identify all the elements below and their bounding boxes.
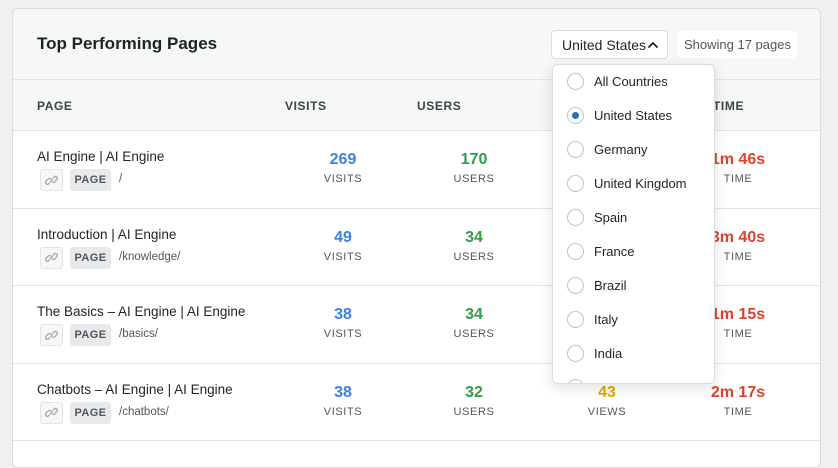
country-option-label: Italy <box>594 312 618 327</box>
card-header: Top Performing Pages United States Showi… <box>13 9 820 80</box>
views-value: 43 <box>598 383 616 401</box>
country-option-label: United Kingdom <box>594 176 687 191</box>
users-value: 34 <box>465 306 483 323</box>
users-label: USERS <box>453 405 495 418</box>
col-time[interactable]: TIME <box>713 99 745 113</box>
visits-metric: 38 VISITS <box>303 383 383 418</box>
page-title[interactable]: The Basics – AI Engine | AI Engine <box>37 304 246 319</box>
radio-button[interactable] <box>567 73 584 90</box>
country-option-italy[interactable]: Italy <box>553 303 714 337</box>
country-option-label: India <box>594 346 623 361</box>
page-title[interactable]: Chatbots – AI Engine | AI Engine <box>37 381 233 397</box>
radio-button[interactable] <box>567 311 584 328</box>
country-option-united-kingdom[interactable]: United Kingdom <box>553 167 714 201</box>
visits-value: 38 <box>334 383 352 401</box>
country-select-value: United States <box>562 36 647 53</box>
country-option-germany[interactable]: Germany <box>553 133 714 167</box>
time-label: TIME <box>723 405 753 418</box>
country-option-label: All Countries <box>594 74 668 89</box>
country-option-label: Spain <box>594 210 628 225</box>
visits-metric: 269 VISITS <box>303 150 383 185</box>
radio-button[interactable] <box>567 379 584 383</box>
col-users[interactable]: USERS <box>417 99 462 113</box>
country-select[interactable]: United States <box>551 30 668 59</box>
visits-value: 49 <box>334 228 352 246</box>
showing-count: Showing 17 pages <box>678 31 797 58</box>
time-label: TIME <box>723 250 753 263</box>
users-metric: 170 USERS <box>434 150 514 185</box>
radio-button[interactable] <box>567 243 584 260</box>
visits-label: VISITS <box>323 173 363 185</box>
country-option-label: Brazil <box>594 278 627 293</box>
users-label: USERS <box>453 250 495 263</box>
users-metric: 32 USERS <box>434 383 514 418</box>
country-option-partial[interactable] <box>553 371 714 383</box>
users-label: USERS <box>453 328 495 340</box>
page-path: / <box>119 173 123 185</box>
users-value: 170 <box>460 151 488 168</box>
visits-label: VISITS <box>323 328 363 340</box>
country-option-label: France <box>594 244 635 259</box>
page-type-badge: PAGE <box>70 246 111 269</box>
link-icon[interactable] <box>40 324 63 346</box>
radio-button[interactable] <box>567 209 584 226</box>
link-icon[interactable] <box>40 169 63 191</box>
chevron-up-icon <box>648 42 658 48</box>
radio-button[interactable] <box>567 345 584 362</box>
country-option-brazil[interactable]: Brazil <box>553 269 714 303</box>
country-option-label: Germany <box>594 142 648 157</box>
page-path: /basics/ <box>119 328 158 340</box>
time-value: 3m 40s <box>710 228 766 246</box>
radio-button[interactable] <box>567 141 584 158</box>
visits-metric: 38 VISITS <box>303 305 383 340</box>
time-label: TIME <box>723 173 753 185</box>
link-icon[interactable] <box>40 401 63 424</box>
time-value: 1m 15s <box>710 306 766 323</box>
page-title[interactable]: AI Engine | AI Engine <box>37 149 165 164</box>
visits-label: VISITS <box>323 250 363 263</box>
link-icon[interactable] <box>40 246 63 269</box>
page-path: /knowledge/ <box>119 250 181 263</box>
page-type-badge: PAGE <box>70 401 111 424</box>
country-option-all[interactable]: All Countries <box>553 65 714 99</box>
country-option-label: United States <box>594 108 673 123</box>
users-metric: 34 USERS <box>434 305 514 340</box>
time-value: 2m 17s <box>710 383 766 401</box>
radio-button-checked[interactable] <box>567 107 584 124</box>
country-option-india[interactable]: India <box>553 337 714 371</box>
visits-metric: 49 VISITS <box>303 228 383 263</box>
country-option-united-states[interactable]: United States <box>553 99 714 133</box>
page-title[interactable]: Introduction | AI Engine <box>37 226 177 242</box>
col-visits[interactable]: VISITS <box>285 99 327 113</box>
table-row: Introduction | AI Engine PAGE /knowledge… <box>13 209 820 286</box>
radio-button[interactable] <box>567 277 584 294</box>
time-metric: 2m 17s TIME <box>698 383 778 418</box>
country-option-spain[interactable]: Spain <box>553 201 714 235</box>
time-metric: 1m 15s TIME <box>698 305 778 340</box>
users-label: USERS <box>453 173 495 185</box>
card-title: Top Performing Pages <box>37 34 218 53</box>
users-value: 32 <box>465 383 483 401</box>
visits-value: 38 <box>334 306 352 323</box>
time-value: 1m 46s <box>710 151 766 168</box>
views-label: VIEWS <box>587 405 627 418</box>
table-row: Chatbots – AI Engine | AI Engine PAGE /c… <box>13 364 820 441</box>
time-metric: 3m 40s TIME <box>698 228 778 263</box>
users-metric: 34 USERS <box>434 228 514 263</box>
col-page[interactable]: PAGE <box>37 99 73 113</box>
page-type-badge: PAGE <box>70 324 111 346</box>
page-path: /chatbots/ <box>119 405 169 418</box>
views-metric: 43 VIEWS <box>567 383 647 418</box>
country-option-france[interactable]: France <box>553 235 714 269</box>
page-type-badge: PAGE <box>70 169 111 191</box>
visits-value: 269 <box>329 151 357 168</box>
users-value: 34 <box>465 228 483 246</box>
time-label: TIME <box>723 328 753 340</box>
country-dropdown[interactable]: All Countries United States Germany Unit… <box>552 64 715 384</box>
table-row: The Basics – AI Engine | AI Engine PAGE … <box>13 286 820 364</box>
table-row: AI Engine | AI Engine PAGE / 269 VISITS … <box>13 131 820 209</box>
visits-label: VISITS <box>323 405 363 418</box>
radio-button[interactable] <box>567 175 584 192</box>
time-metric: 1m 46s TIME <box>698 150 778 185</box>
